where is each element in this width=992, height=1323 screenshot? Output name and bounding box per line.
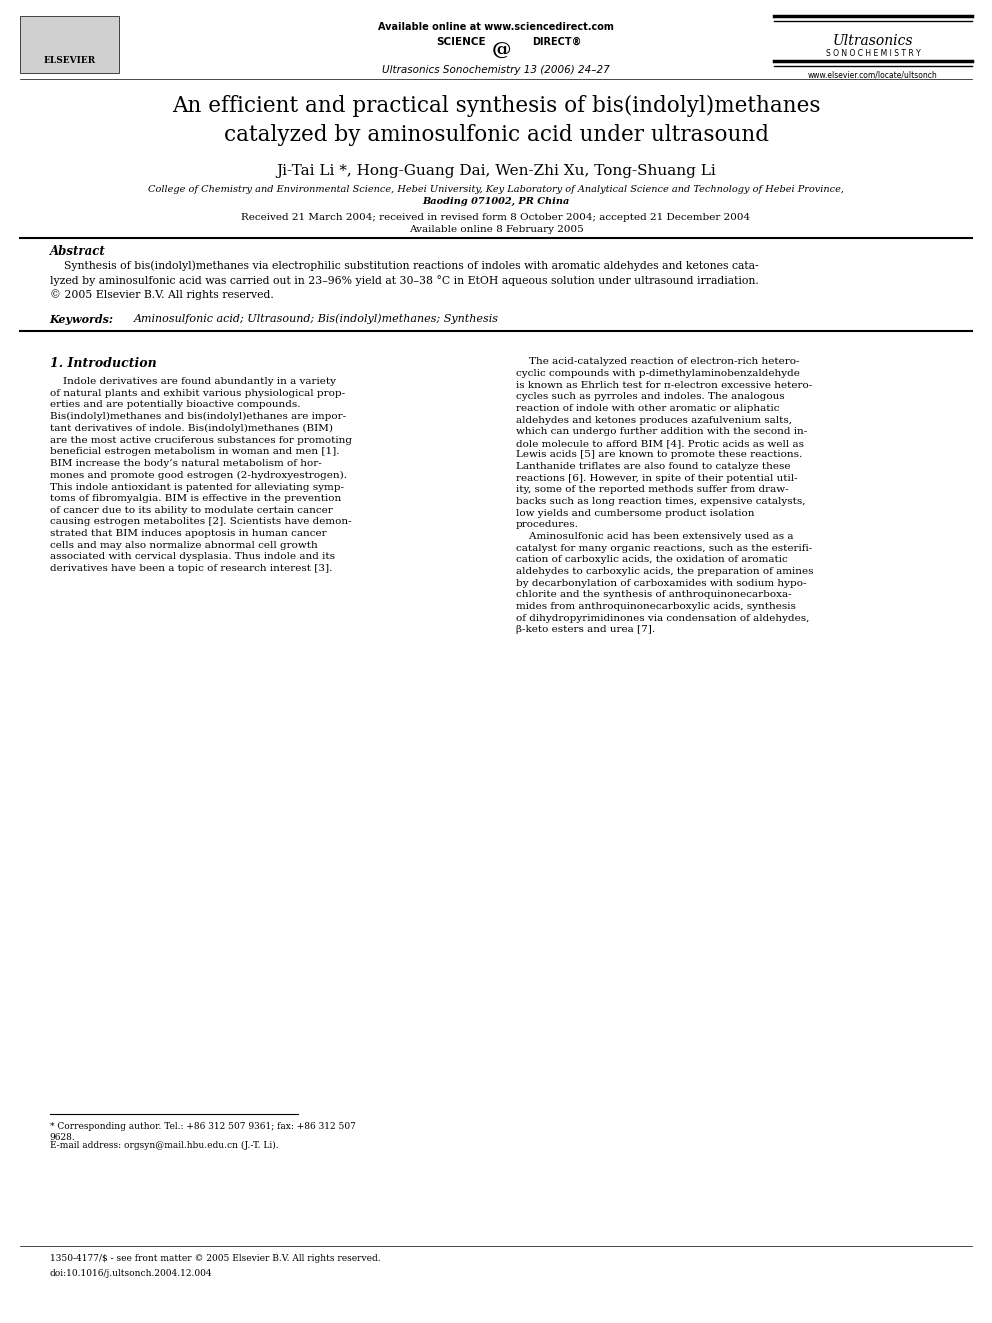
Text: doi:10.1016/j.ultsonch.2004.12.004: doi:10.1016/j.ultsonch.2004.12.004 [50, 1269, 212, 1278]
Text: Ultrasonics: Ultrasonics [832, 34, 914, 49]
Text: Aminosulfonic acid; Ultrasound; Bis(indolyl)methanes; Synthesis: Aminosulfonic acid; Ultrasound; Bis(indo… [134, 314, 499, 324]
Text: Ultrasonics Sonochemistry 13 (2006) 24–27: Ultrasonics Sonochemistry 13 (2006) 24–2… [382, 65, 610, 75]
FancyBboxPatch shape [20, 16, 119, 73]
Text: 1. Introduction: 1. Introduction [50, 357, 157, 370]
Text: * Corresponding author. Tel.: +86 312 507 9361; fax: +86 312 507
9628.: * Corresponding author. Tel.: +86 312 50… [50, 1122, 355, 1142]
Text: E-mail address: orgsyn@mail.hbu.edu.cn (J.-T. Li).: E-mail address: orgsyn@mail.hbu.edu.cn (… [50, 1140, 278, 1150]
Text: DIRECT®: DIRECT® [532, 37, 581, 48]
Text: Keywords:: Keywords: [50, 314, 114, 324]
Text: Available online at www.sciencedirect.com: Available online at www.sciencedirect.co… [378, 22, 614, 33]
Text: Synthesis of bis(indolyl)methanes via electrophilic substitution reactions of in: Synthesis of bis(indolyl)methanes via el… [50, 261, 758, 300]
Text: Available online 8 February 2005: Available online 8 February 2005 [409, 225, 583, 234]
Text: 1350-4177/$ - see front matter © 2005 Elsevier B.V. All rights reserved.: 1350-4177/$ - see front matter © 2005 El… [50, 1254, 380, 1263]
Text: The acid-catalyzed reaction of electron-rich hetero-
cyclic compounds with p-dim: The acid-catalyzed reaction of electron-… [516, 357, 813, 635]
Text: Baoding 071002, PR China: Baoding 071002, PR China [423, 197, 569, 206]
Text: Abstract: Abstract [50, 245, 105, 258]
Text: Ji-Tai Li *, Hong-Guang Dai, Wen-Zhi Xu, Tong-Shuang Li: Ji-Tai Li *, Hong-Guang Dai, Wen-Zhi Xu,… [276, 164, 716, 179]
Text: Received 21 March 2004; received in revised form 8 October 2004; accepted 21 Dec: Received 21 March 2004; received in revi… [241, 213, 751, 222]
Text: ELSEVIER: ELSEVIER [44, 56, 95, 65]
Text: S O N O C H E M I S T R Y: S O N O C H E M I S T R Y [825, 49, 921, 58]
Text: @: @ [492, 41, 512, 60]
Text: www.elsevier.com/locate/ultsonch: www.elsevier.com/locate/ultsonch [808, 70, 937, 79]
Text: College of Chemistry and Environmental Science, Hebei University, Key Laboratory: College of Chemistry and Environmental S… [148, 185, 844, 194]
Text: Indole derivatives are found abundantly in a variety
of natural plants and exhib: Indole derivatives are found abundantly … [50, 377, 351, 573]
Text: SCIENCE: SCIENCE [436, 37, 486, 48]
Text: An efficient and practical synthesis of bis(indolyl)methanes
catalyzed by aminos: An efficient and practical synthesis of … [172, 95, 820, 146]
